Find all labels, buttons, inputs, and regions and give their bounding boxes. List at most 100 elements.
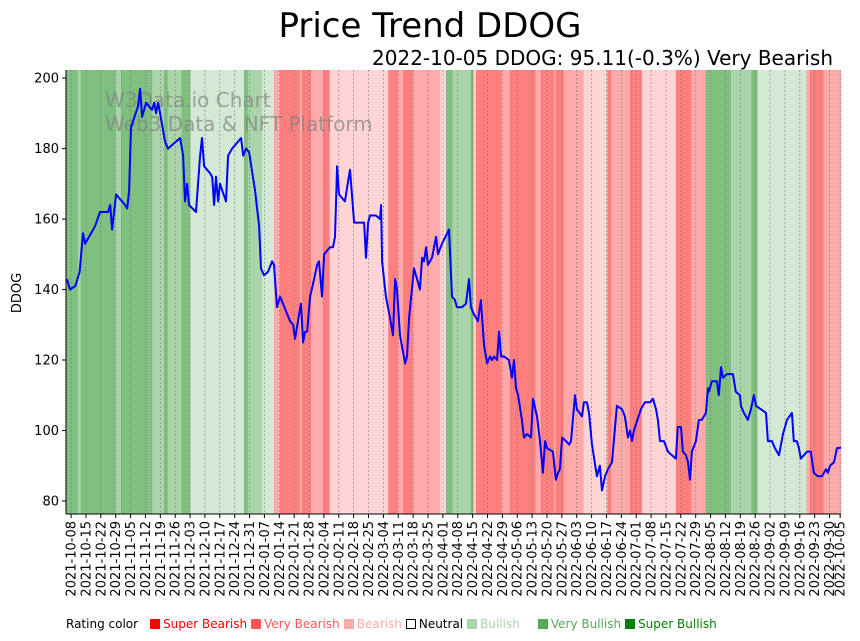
price-line: [65, 87, 842, 492]
x-tick-label: 2022-02-11: [332, 521, 347, 597]
rating-band: [610, 70, 631, 514]
x-tick-label: 2022-03-18: [407, 521, 422, 597]
rating-band: [273, 70, 281, 514]
rating-band: [553, 70, 557, 514]
rating-band: [247, 70, 262, 514]
x-tick-label: 2022-08-19: [734, 521, 749, 597]
legend-item: Super Bullish: [625, 617, 717, 631]
rating-band: [323, 70, 330, 514]
x-tick-label: 2022-07-15: [659, 521, 674, 597]
x-tick-label: 2022-10-05: [834, 521, 849, 597]
x-tick-label: 2022-01-07: [258, 521, 273, 597]
rating-band: [705, 70, 731, 514]
x-tick-label: 2022-02-18: [347, 521, 362, 597]
rating-band: [470, 70, 474, 514]
legend-item: Neutral: [405, 617, 464, 631]
rating-band: [151, 70, 165, 514]
x-tick-label: 2022-09-23: [808, 521, 823, 597]
x-tick-label: 2022-06-10: [585, 521, 600, 597]
axes: 2021-10-08 2021-10-15 2021-10-22 2021-10-29…: [34, 70, 849, 597]
x-tick-label: 2022-07-08: [645, 521, 660, 597]
rating-band: [66, 70, 78, 514]
x-tick-label: 2021-11-19: [154, 521, 169, 597]
legend-swatch: [343, 619, 354, 629]
x-tick-label: 2022-04-08: [451, 521, 466, 597]
x-tick-label: 2022-06-17: [600, 521, 615, 597]
x-tick-label: 2021-12-03: [184, 521, 199, 597]
y-tick-label: 80: [42, 494, 59, 509]
x-tick-label: 2022-09-02: [764, 521, 779, 597]
rating-band: [164, 70, 168, 514]
y-tick-label: 180: [34, 142, 59, 157]
x-tick-label: 2021-12-24: [228, 521, 243, 597]
rating-band: [280, 70, 300, 514]
legend-swatch: [405, 619, 416, 629]
x-tick-label: 2022-03-25: [422, 521, 437, 597]
x-tick-label: 2022-08-05: [704, 521, 719, 597]
rating-band: [403, 70, 413, 514]
rating-band: [823, 70, 842, 514]
x-tick-label: 2021-11-05: [124, 521, 139, 597]
x-tick-label: 2022-03-04: [377, 521, 392, 597]
x-tick-label: 2022-04-01: [436, 521, 451, 597]
x-tick-label: 2022-03-11: [392, 521, 407, 597]
rating-bands: [66, 70, 842, 514]
x-tick-label: 2022-08-12: [719, 521, 734, 597]
x-tick-label: 2022-02-25: [362, 521, 377, 597]
watermark-line-1: W3Data.io Chart: [105, 88, 271, 112]
rating-band: [329, 70, 389, 514]
x-tick-label: 2021-10-08: [65, 521, 80, 597]
rating-band: [115, 70, 122, 514]
rating-band: [541, 70, 554, 514]
x-tick-label: 2021-12-17: [213, 521, 228, 597]
x-tick-label: 2022-01-28: [303, 521, 318, 597]
rating-band: [167, 70, 183, 514]
legend-item: Bullish: [467, 617, 520, 631]
rating-band: [535, 70, 542, 514]
legend-label: Bearish: [356, 617, 402, 631]
chart-subtitle: 2022-10-05 DDOG: 95.11(-0.3%) Very Beari…: [372, 46, 833, 70]
rating-band: [388, 70, 398, 514]
rating-band: [412, 70, 441, 514]
legend-swatch: [537, 619, 548, 629]
x-tick-label: 2022-08-26: [749, 521, 764, 597]
rating-band: [607, 70, 612, 514]
rating-band: [299, 70, 303, 514]
x-tick-label: 2021-10-22: [94, 521, 109, 597]
x-tick-label: 2021-10-29: [109, 521, 124, 597]
legend-swatch: [625, 619, 636, 629]
legend: Rating color Super Bearish Very Bearish Be…: [66, 617, 721, 631]
watermark-line-2: Web3 Data & NFT Platform: [105, 112, 373, 136]
y-tick-label: 100: [34, 424, 59, 439]
rating-band: [510, 70, 536, 514]
rating-band: [473, 70, 477, 514]
x-tick-label: 2022-09-16: [793, 521, 808, 597]
x-tick-label: 2022-05-13: [526, 521, 541, 597]
rating-band: [641, 70, 677, 514]
rating-band: [501, 70, 511, 514]
legend-item: Very Bullish: [537, 617, 621, 631]
x-tick-label: 2022-02-04: [317, 521, 332, 597]
x-tick-label: 2022-05-20: [540, 521, 555, 597]
rating-band: [190, 70, 245, 514]
rating-band: [397, 70, 404, 514]
rating-band: [751, 70, 758, 514]
legend-swatch: [251, 619, 262, 629]
x-tick-label: 2022-07-01: [630, 521, 645, 597]
x-tick-label: 2022-05-06: [511, 521, 526, 597]
y-tick-label: 200: [34, 72, 59, 87]
legend-label: Super Bullish: [638, 617, 717, 631]
rating-band: [446, 70, 453, 514]
rating-band: [691, 70, 707, 514]
x-tick-label: 2021-11-26: [169, 521, 184, 597]
rating-band: [261, 70, 275, 514]
x-tick-label: 2022-06-24: [615, 521, 630, 597]
x-tick-label: 2022-05-27: [555, 521, 570, 597]
legend-label: Neutral: [418, 617, 464, 631]
rating-band: [452, 70, 472, 514]
legend-title: Rating color: [66, 617, 139, 631]
rating-band: [77, 70, 82, 514]
x-tick-label: 2022-01-21: [288, 521, 303, 597]
legend-item: Super Bearish: [150, 617, 247, 631]
y-axis-label: DDOG: [10, 273, 25, 313]
